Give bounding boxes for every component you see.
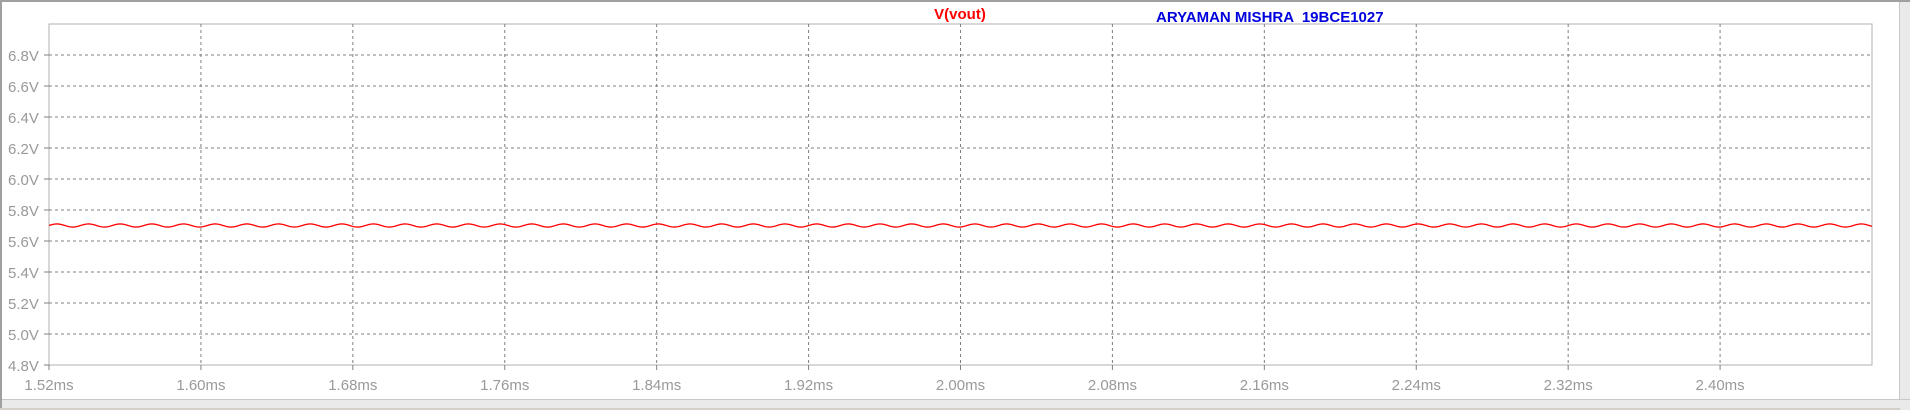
y-tick-label: 5.2V — [8, 296, 39, 313]
x-tick-label: 2.08ms — [1088, 377, 1137, 394]
y-tick-label: 5.8V — [8, 203, 39, 220]
y-tick-label: 6.8V — [8, 48, 39, 65]
x-tick-label: 1.84ms — [632, 377, 681, 394]
grid-lines — [49, 24, 1872, 365]
y-tick-label: 5.4V — [8, 265, 39, 282]
y-tick-label: 5.0V — [8, 327, 39, 344]
x-tick-label: 1.60ms — [176, 377, 225, 394]
x-tick-label: 2.32ms — [1544, 377, 1593, 394]
window-bottom-edge — [2, 399, 1910, 408]
x-tick-label: 1.92ms — [784, 377, 833, 394]
window-right-edge — [1899, 2, 1910, 410]
author-annotation: ARYAMAN MISHRA 19BCE1027 — [1156, 9, 1384, 26]
x-tick-label: 1.68ms — [328, 377, 377, 394]
x-tick-label: 1.76ms — [480, 377, 529, 394]
x-tick-label: 2.00ms — [936, 377, 985, 394]
y-tick-label: 6.0V — [8, 172, 39, 189]
vout-trace[interactable] — [48, 223, 1873, 228]
y-tick-label: 6.4V — [8, 110, 39, 127]
x-tick-label: 2.40ms — [1695, 377, 1744, 394]
y-tick-label: 4.8V — [8, 358, 39, 375]
x-tick-label: 2.16ms — [1240, 377, 1289, 394]
trace-title[interactable]: V(vout) — [934, 6, 986, 23]
x-tick-label: 2.24ms — [1392, 377, 1441, 394]
y-axis-ticks: 4.8V 5.0V 5.2V 5.4V 5.6V 5.8V 6.0V 6.2V 6.4V 6.6V… — [8, 48, 49, 375]
x-axis-ticks: 1.52ms 1.60ms 1.68ms 1.76ms 1.84ms 1.92ms 2.00… — [24, 365, 1745, 394]
x-tick-label: 1.52ms — [24, 377, 73, 394]
y-tick-label: 6.6V — [8, 79, 39, 96]
y-tick-label: 5.6V — [8, 234, 39, 251]
y-tick-label: 6.2V — [8, 141, 39, 158]
